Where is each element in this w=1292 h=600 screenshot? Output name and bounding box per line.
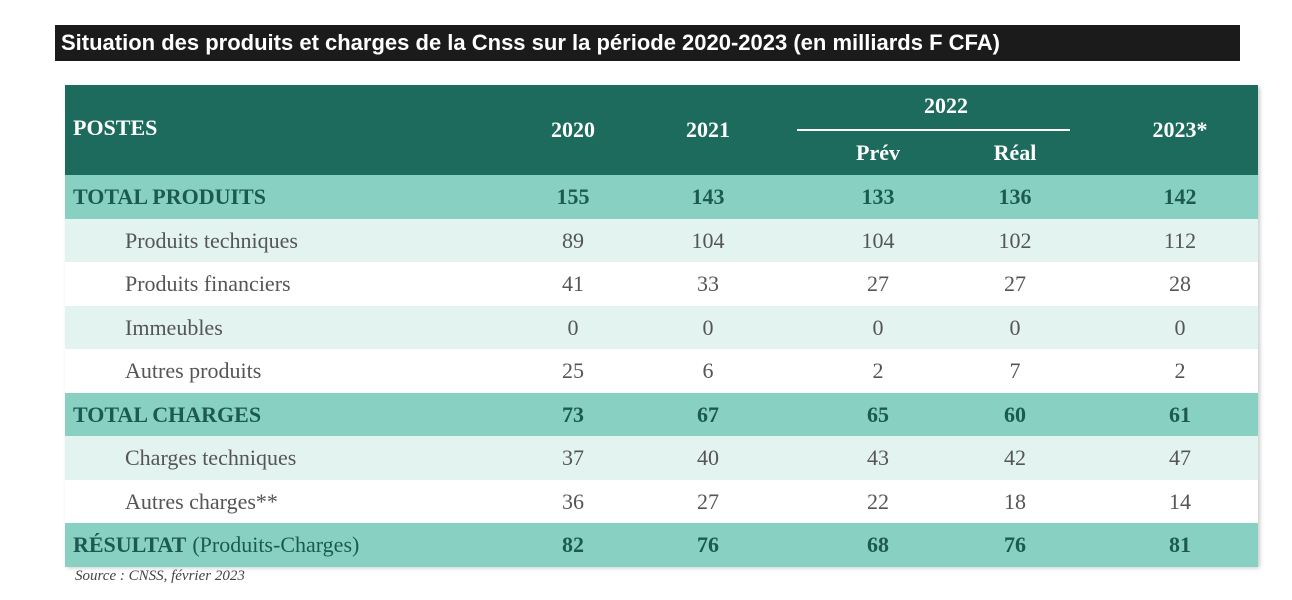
value-text: 68 [867,532,889,557]
value-text: 0 [1174,314,1186,340]
table-row: Autres charges** 36 27 22 18 14 [65,479,1258,524]
value-text: 89 [562,227,584,253]
header-text: Réal [993,140,1037,165]
label-text: Charges techniques [125,445,297,470]
row-label: RÉSULTAT (Produits-Charges) [73,523,359,567]
table: POSTES 2020 2021 2022 Prév Réal 2023* TO… [65,85,1258,567]
label-text: Autres produits [125,358,262,383]
value-text: 40 [697,445,719,470]
value-text: 112 [1163,227,1197,253]
row-label: Produits techniques [125,219,298,263]
table-row: Charges techniques 37 40 43 42 47 [65,436,1258,480]
value-text: 0 [567,314,579,340]
value-text: 0 [872,314,884,340]
row-label: Charges techniques [125,436,296,480]
value-text: 27 [1004,271,1026,296]
value-text: 28 [1169,271,1191,296]
header-text: Prév [856,140,900,165]
table-row: Immeubles 0 0 0 0 0 [65,305,1258,350]
row-label: Autres produits [125,349,261,393]
header-text: 2022 [924,93,968,118]
header-text: 2021 [686,117,730,142]
table-header: POSTES 2020 2021 2022 Prév Réal 2023* [65,85,1258,175]
value-text: 102 [998,227,1032,253]
note-text: (Produits-Charges) [192,532,360,557]
table-row: TOTAL PRODUITS 155 143 133 136 142 [65,175,1258,219]
header-text: 2020 [551,117,595,142]
row-label: TOTAL CHARGES [73,393,261,437]
source-note: Source : CNSS, février 2023 [75,568,245,584]
label-text: Autres charges** [125,488,278,514]
row-label: Autres charges** [125,480,278,524]
value-text: 82 [562,532,584,557]
value-text: 142 [1163,184,1197,209]
label-text: TOTAL CHARGES [73,401,262,427]
table-row: TOTAL CHARGES 73 67 65 60 61 [65,392,1258,437]
value-text: 73 [562,401,584,427]
value-text: 22 [867,488,889,514]
value-text: 33 [697,271,719,296]
value-text: 155 [556,184,590,209]
value-text: 43 [867,445,889,470]
value-text: 104 [861,227,895,253]
header-cell: POSTES [73,115,158,140]
value-text: 133 [861,184,895,209]
value-text: 42 [1004,445,1026,470]
label-text: Immeubles [125,314,223,340]
table-row: Produits financiers 41 33 27 27 28 [65,262,1258,306]
value-text: 76 [1004,532,1026,557]
value-text: 0 [1009,314,1021,340]
value-text: 14 [1169,488,1191,514]
label-text: TOTAL PRODUITS [73,184,266,209]
value-text: 136 [998,184,1032,209]
title: Situation des produits et charges de la … [55,25,1240,61]
header-text: 2023* [1152,117,1208,142]
value-text: 41 [562,271,584,296]
value-text: 2 [872,358,884,383]
value-text: 0 [702,314,714,340]
value-text: 65 [867,401,889,427]
row-label: Produits financiers [125,262,291,306]
row-label: TOTAL PRODUITS [73,175,266,219]
value-text: 18 [1004,488,1026,514]
label-text: Produits techniques [125,227,298,253]
value-text: 81 [1169,532,1191,557]
label-text: RÉSULTAT [73,532,187,557]
value-text: 67 [697,401,719,427]
row-label: Immeubles [125,306,223,350]
value-text: 27 [697,488,719,514]
table-row: Produits techniques 89 104 104 102 112 [65,218,1258,263]
value-text: 37 [562,445,584,470]
value-text: 60 [1004,401,1026,427]
table-row: Autres produits 25 6 2 7 2 [65,349,1258,393]
value-text: 143 [691,184,725,209]
group-rule [797,129,1070,131]
label-text: Produits financiers [125,271,291,296]
value-text: 36 [562,488,584,514]
value-text: 2 [1174,358,1186,383]
value-text: 27 [867,271,889,296]
value-text: 6 [702,358,714,383]
value-text: 61 [1169,401,1191,427]
value-text: 25 [562,358,584,383]
value-text: 76 [697,532,719,557]
value-text: 7 [1009,358,1021,383]
value-text: 47 [1169,445,1191,470]
table-row: RÉSULTAT (Produits-Charges) 82 76 68 76 81 [65,523,1258,567]
value-text: 104 [691,227,725,253]
